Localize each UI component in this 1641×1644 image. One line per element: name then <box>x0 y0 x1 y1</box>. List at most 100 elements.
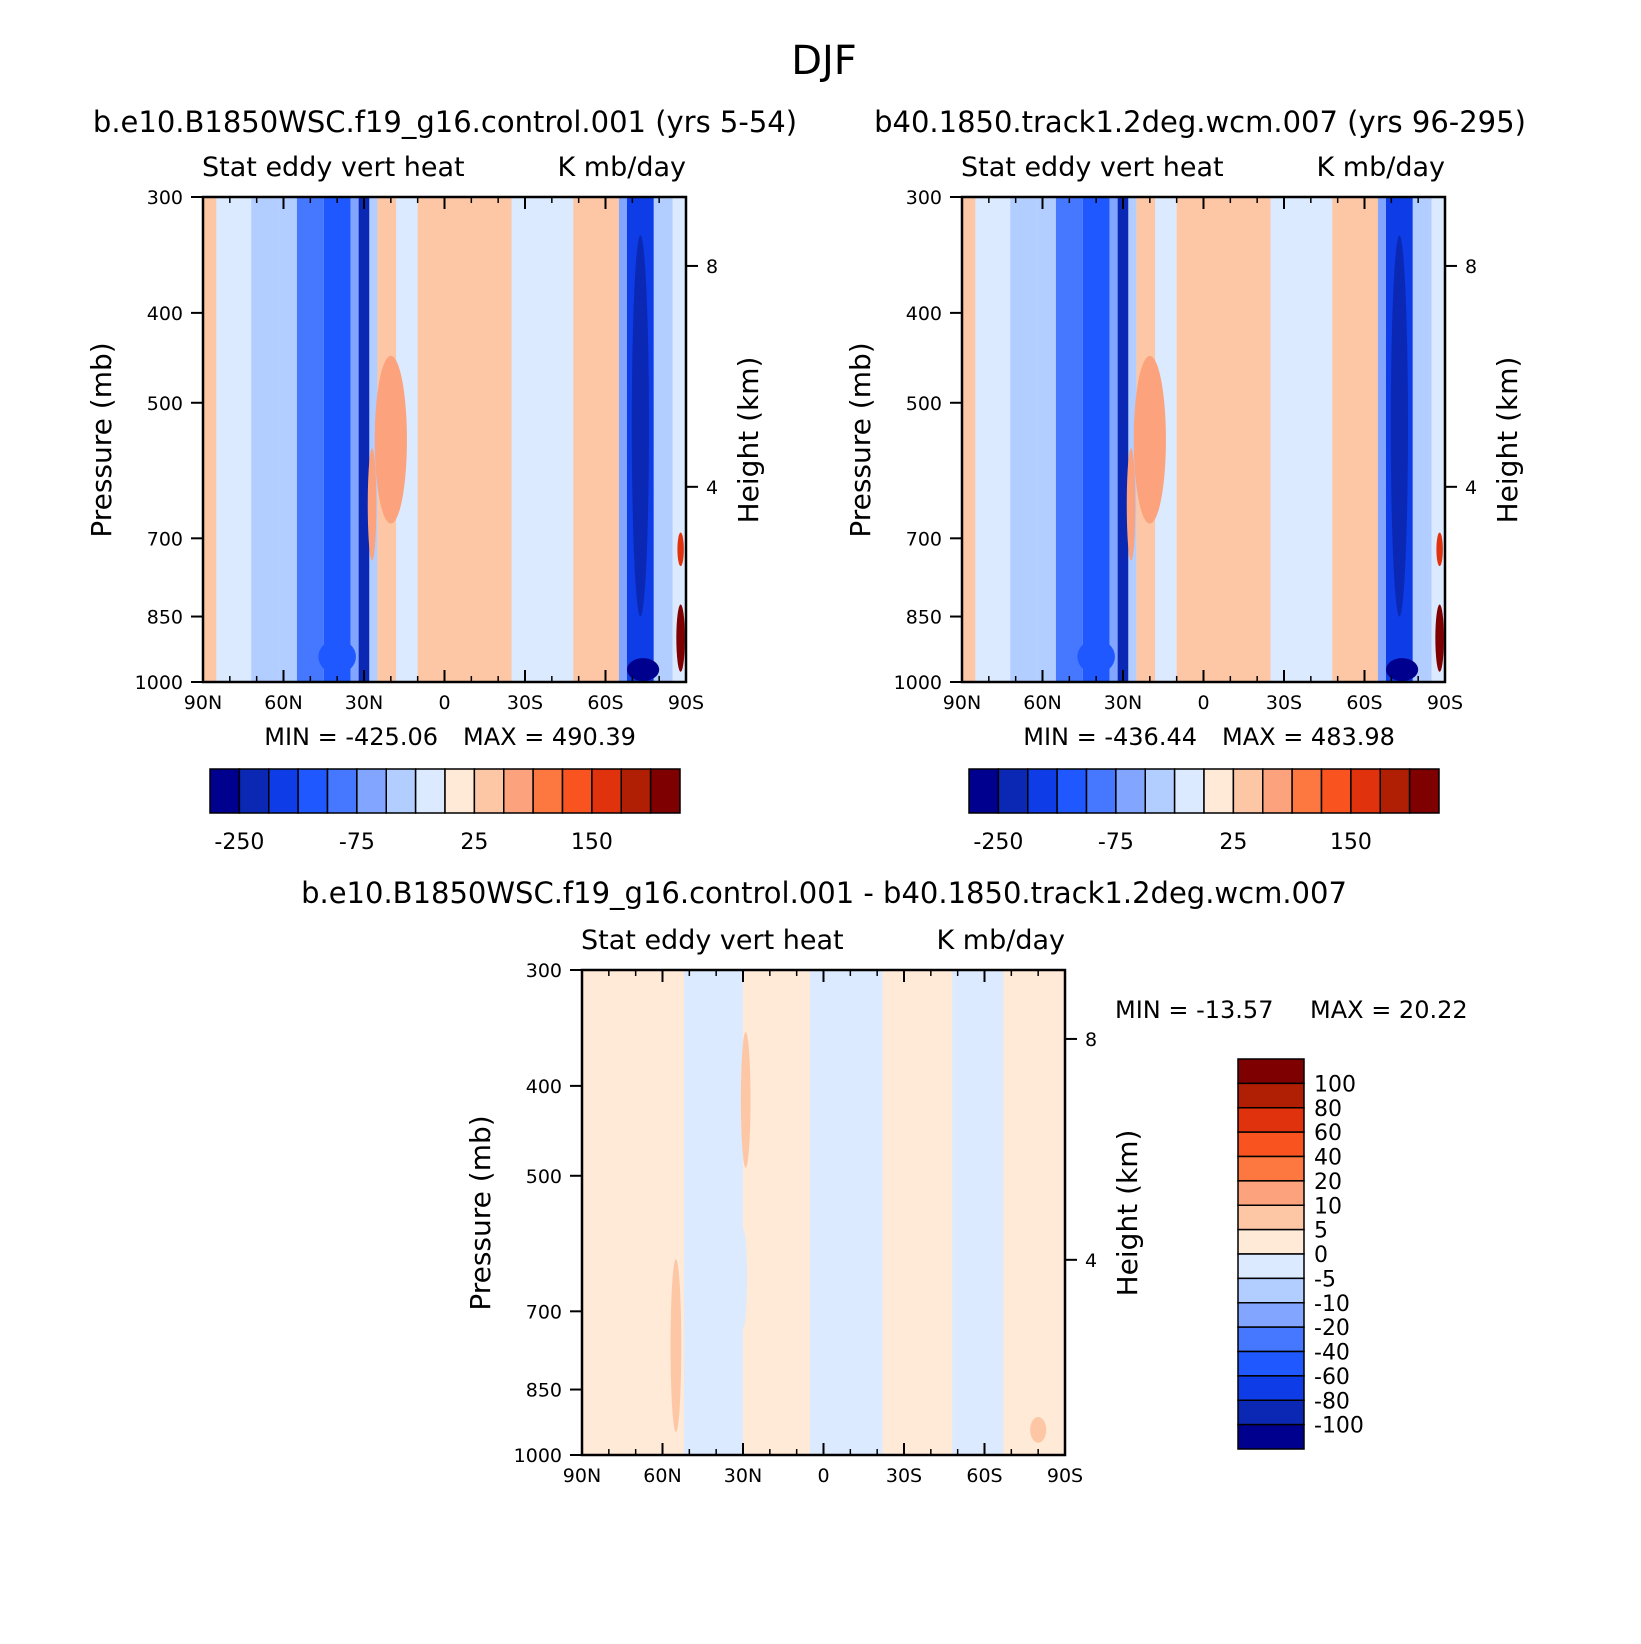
panel-control-colorbar-label: 25 <box>460 830 488 855</box>
panel-diff-ytick-label: 500 <box>526 1166 562 1188</box>
panel-control-colorbar-swatch <box>561 768 593 814</box>
panel-wcm-colorbar-swatch <box>968 768 1000 814</box>
panel-wcm-band <box>1332 197 1378 682</box>
panel-wcm-colorbar-swatch <box>1232 768 1264 814</box>
panel-diff-ytick-label: 850 <box>526 1380 562 1402</box>
panel-control-xtick-label: 60N <box>264 692 302 714</box>
panel-control-ytick-label: 400 <box>147 303 183 325</box>
panel-wcm-contour-cell <box>1436 532 1443 567</box>
panel-control-xtick-label: 30S <box>507 692 543 714</box>
panel-control-contour-cell <box>631 235 649 617</box>
panel-wcm-colorbar-swatch <box>1144 768 1176 814</box>
panel-diff-xtick-label: 60S <box>966 1465 1002 1487</box>
panel-control-band <box>251 197 279 682</box>
panel-diff-colorbar-swatch <box>1237 1107 1305 1133</box>
panel-wcm-contour-cell <box>1126 448 1136 561</box>
panel-control-ytick-label: 1000 <box>135 672 183 694</box>
panel-diff-colorbar-swatch <box>1237 1131 1305 1158</box>
panel-wcm-xtick-label: 90S <box>1427 692 1463 714</box>
panel-control-subtitle-left: Stat eddy vert heat <box>202 152 465 183</box>
panel-diff-colorbar-label: -80 <box>1314 1389 1350 1414</box>
panel-diff-colorbar-label: 60 <box>1314 1121 1342 1146</box>
panel-wcm-band <box>1082 197 1110 682</box>
panel-diff-xtick-label: 60N <box>643 1465 681 1487</box>
panel-diff-xtick-label: 90S <box>1047 1465 1083 1487</box>
panel-control-band <box>573 197 619 682</box>
panel-wcm-band <box>962 197 976 682</box>
panel-diff-band <box>721 970 743 1455</box>
panel-control-colorbar-swatch <box>209 768 241 814</box>
panel-wcm-colorbar-swatch <box>1320 768 1352 814</box>
panel-control-colorbar-swatch <box>503 768 534 814</box>
panel-wcm-ytick-label: 700 <box>906 528 942 550</box>
panel-control-colorbar-swatch <box>444 768 476 814</box>
panel-diff-colorbar-swatch <box>1237 1350 1305 1377</box>
panel-diff-band <box>882 970 953 1455</box>
panel-diff-max: MAX = 20.22 <box>1310 996 1468 1024</box>
panel-wcm-colorbar-swatch <box>1173 768 1205 814</box>
panel-wcm-band <box>975 197 989 682</box>
panel-wcm-colorbar-swatch <box>1027 768 1058 814</box>
panel-wcm-ytick-label: 500 <box>906 393 942 415</box>
panel-control-band <box>618 197 627 682</box>
panel-diff-ytick-label: 1000 <box>514 1445 562 1467</box>
panel-wcm-ytick-label: 850 <box>906 607 942 629</box>
panel-control-band <box>369 197 378 682</box>
panel-diff-contour-cell <box>1030 1417 1047 1443</box>
panel-diff-colorbar-swatch <box>1237 1375 1305 1401</box>
panel-diff-colorbar-label: 0 <box>1314 1243 1328 1268</box>
panel-control-subtitle-right: K mb/day <box>558 152 687 183</box>
panel-wcm-subtitle-left: Stat eddy vert heat <box>961 152 1224 183</box>
panel-wcm-xtick-label: 30N <box>1104 692 1142 714</box>
panel-wcm-xtick-label: 0 <box>1197 692 1209 714</box>
panel-wcm-min: MIN = -436.44 <box>1023 723 1197 751</box>
panel-diff-colorbar-swatch <box>1237 1326 1305 1353</box>
panel-control: b.e10.B1850WSC.f19_g16.control.001 (yrs … <box>85 105 797 855</box>
panel-control-title: b.e10.B1850WSC.f19_g16.control.001 (yrs … <box>93 105 797 139</box>
panel-diff-band <box>582 970 684 1455</box>
panel-control-colorbar-swatch <box>473 768 505 814</box>
panel-wcm-axes: 90N 60N 30N 0 30S 60S 90S 300 400 500 700 850 1000 8 4 <box>894 187 1477 714</box>
panel-diff-xtick-label: 0 <box>817 1465 829 1487</box>
panel-control-band <box>323 197 351 682</box>
panel-diff-band <box>952 970 1004 1455</box>
panel-control-xtick-label: 0 <box>438 692 450 714</box>
panel-diff-band <box>756 970 811 1455</box>
panel-control-ylabel-right: Height (km) <box>732 357 765 524</box>
panel-diff-band <box>810 970 883 1455</box>
panel-control-height-tick-label: 4 <box>706 477 718 499</box>
panel-diff-colorbar-swatch <box>1237 1180 1305 1206</box>
panel-control-height-tick-label: 8 <box>706 256 718 278</box>
panel-diff-xtick-label: 30N <box>724 1465 762 1487</box>
panel-control-band <box>653 197 673 682</box>
panel-control-min: MIN = -425.06 <box>264 723 438 751</box>
panel-diff-band <box>683 970 722 1455</box>
panel-diff-colorbar-label: -20 <box>1314 1316 1350 1341</box>
panel-control-colorbar-swatch <box>238 768 270 814</box>
panel-wcm-ytick-label: 300 <box>906 187 942 209</box>
panel-diff-colorbar-label: 80 <box>1314 1097 1342 1122</box>
panel-control-band <box>229 197 252 682</box>
panel-wcm-colorbar-label: 25 <box>1219 830 1247 855</box>
panel-control-contour-cell <box>318 639 356 674</box>
panel-diff-xtick-label: 90N <box>563 1465 601 1487</box>
panel-wcm-ylabel-right: Height (km) <box>1491 357 1524 524</box>
panel-wcm-colorbar-swatch <box>1350 768 1381 814</box>
panel-control-contour-cell <box>626 658 660 681</box>
figure-title: DJF <box>791 38 857 84</box>
panel-wcm-xtick-label: 90N <box>943 692 981 714</box>
panel-diff-colorbar-swatch <box>1237 1399 1305 1426</box>
panel-control-xtick-label: 90N <box>184 692 222 714</box>
panel-control-colorbar-swatch <box>268 768 299 814</box>
panel-control-contour-cell <box>677 532 684 567</box>
panel-wcm-plot <box>962 197 1445 682</box>
panel-diff: b.e10.B1850WSC.f19_g16.control.001 - b40… <box>301 876 1468 1487</box>
panel-diff-colorbar-swatch <box>1237 1082 1305 1109</box>
panel-wcm-colorbar-label: 150 <box>1330 830 1372 855</box>
panel-wcm-band <box>1117 197 1129 682</box>
panel-wcm-ytick-label: 1000 <box>894 672 942 694</box>
panel-diff-title: b.e10.B1850WSC.f19_g16.control.001 - b40… <box>301 876 1347 910</box>
panel-wcm-band <box>1155 197 1177 682</box>
panel-wcm-height-tick-label: 4 <box>1465 477 1477 499</box>
panel-control-colorbar-swatch <box>591 768 622 814</box>
